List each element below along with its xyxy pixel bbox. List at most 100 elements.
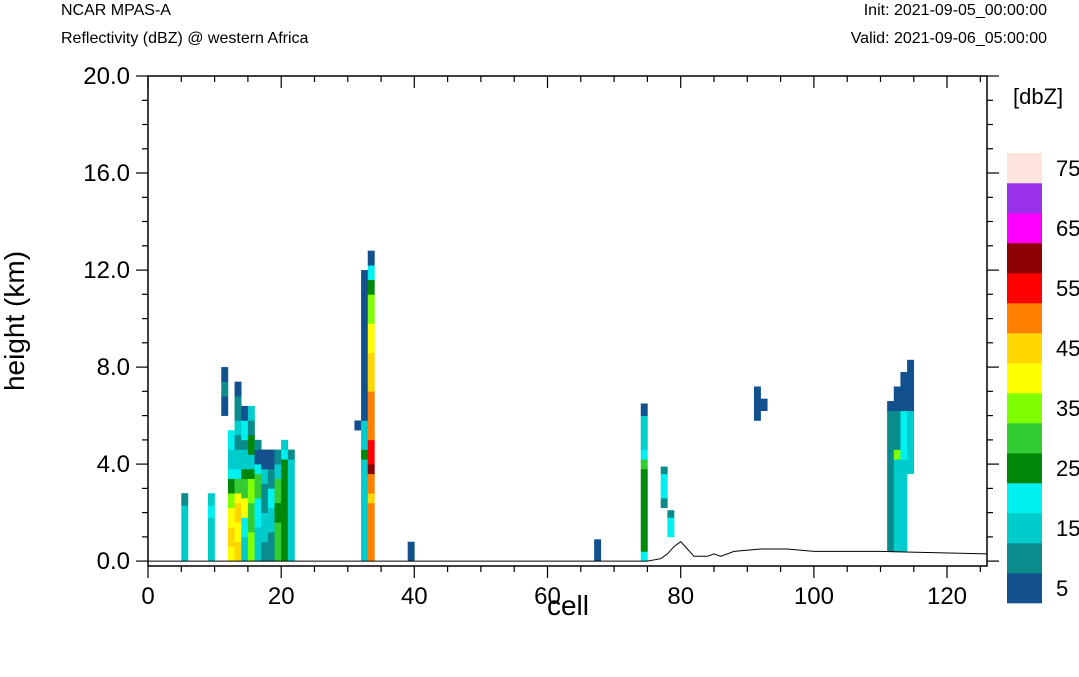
colorbar-swatch <box>1007 573 1042 604</box>
reflectivity-cell <box>367 352 375 392</box>
axis-tick-labels: 0 20 40 60 80 100 120 0.0 4.0 8.0 12.0 16.0 20.0 <box>83 63 967 610</box>
reflectivity-cell <box>367 323 375 353</box>
reflectivity-cell <box>241 468 249 479</box>
reflectivity-cell <box>367 464 375 475</box>
reflectivity-cell <box>247 435 255 455</box>
colorbar-swatch <box>1007 453 1042 484</box>
colorbar-swatch <box>1007 423 1042 454</box>
reflectivity-cell <box>660 498 668 509</box>
reflectivity-cell <box>900 371 908 412</box>
y-tick-label: 12.0 <box>83 257 130 284</box>
reflectivity-cell <box>227 468 235 479</box>
reflectivity-cell <box>261 541 269 562</box>
reflectivity-cell <box>660 466 668 475</box>
model-title: NCAR MPAS-A <box>61 2 171 19</box>
reflectivity-cell <box>234 522 242 543</box>
reflectivity-cell <box>234 420 242 436</box>
reflectivity-cell <box>234 478 242 494</box>
reflectivity-cell <box>234 435 242 450</box>
colorbar-swatch <box>1007 363 1042 394</box>
y-tick-label: 8.0 <box>97 354 130 381</box>
reflectivity-cell <box>887 401 895 412</box>
reflectivity-cell <box>254 464 262 475</box>
colorbar: 5 15 25 35 45 55 65 75 <box>1007 153 1079 604</box>
reflectivity-cell <box>267 468 275 489</box>
reflectivity-cell <box>907 359 915 412</box>
reflectivity-cell <box>241 405 249 421</box>
reflectivity-cell <box>367 493 375 504</box>
reflectivity-cell <box>261 468 269 484</box>
reflectivity-cell <box>261 483 269 513</box>
x-tick-label: 80 <box>667 583 694 610</box>
reflectivity-cell <box>893 386 901 412</box>
reflectivity-cell <box>893 410 901 450</box>
reflectivity-cell <box>361 459 369 562</box>
reflectivity-cell <box>241 536 249 562</box>
reflectivity-cell <box>247 478 255 504</box>
reflectivity-cell <box>361 362 369 421</box>
x-axis-title: cell <box>547 590 589 621</box>
reflectivity-cell <box>760 398 768 412</box>
reflectivity-cell <box>907 410 915 475</box>
reflectivity-cell <box>227 507 235 528</box>
colorbar-swatch <box>1007 483 1042 514</box>
reflectivity-cell <box>227 527 235 547</box>
reflectivity-cell <box>753 386 761 421</box>
reflectivity-cell <box>640 449 648 460</box>
reflectivity-cell <box>640 459 648 470</box>
colorbar-label: 25 <box>1056 456 1079 481</box>
reflectivity-cell <box>367 473 375 494</box>
reflectivity-cell <box>254 473 262 499</box>
reflectivity-cell <box>887 410 895 552</box>
init-time: Init: 2021-09-05_00:00:00 <box>863 2 1047 19</box>
reflectivity-cell <box>234 502 242 523</box>
reflectivity-cell <box>274 464 282 479</box>
reflectivity-cell <box>281 439 289 450</box>
colorbar-unit-label: [dbZ] <box>1013 84 1063 109</box>
reflectivity-cell <box>207 517 215 562</box>
reflectivity-cell <box>207 505 215 518</box>
reflectivity-cell <box>407 541 415 562</box>
x-tick-label: 40 <box>401 583 428 610</box>
y-tick-label: 4.0 <box>97 451 130 478</box>
terrain-line <box>148 541 988 562</box>
reflectivity-cell <box>274 502 282 523</box>
reflectivity-cell <box>227 493 235 509</box>
reflectivity-cell <box>893 459 901 552</box>
reflectivity-cell <box>254 449 262 465</box>
reflectivity-cell <box>247 468 255 479</box>
reflectivity-cell <box>594 539 602 562</box>
reflectivity-cell <box>234 381 242 397</box>
x-tick-label: 120 <box>927 583 967 610</box>
reflectivity-cell <box>667 510 675 518</box>
reflectivity-cell <box>241 517 249 538</box>
reflectivity-cell <box>900 410 908 460</box>
reflectivity-cell <box>247 502 255 533</box>
reflectivity-cell <box>640 551 648 562</box>
reflectivity-cell <box>367 439 375 465</box>
reflectivity-cells <box>181 250 915 562</box>
reflectivity-cell <box>261 449 269 470</box>
colorbar-swatch <box>1007 543 1042 574</box>
y-axis-title: height (km) <box>0 251 30 391</box>
reflectivity-cell <box>221 367 229 382</box>
colorbar-label: 15 <box>1056 516 1079 541</box>
reflectivity-cell <box>640 468 648 552</box>
x-tick-label: 20 <box>268 583 295 610</box>
reflectivity-cell <box>274 478 282 504</box>
reflectivity-cell <box>247 454 255 470</box>
y-tick-label: 16.0 <box>83 160 130 187</box>
colorbar-swatch <box>1007 513 1042 544</box>
colorbar-swatch <box>1007 243 1042 274</box>
colorbar-label: 55 <box>1056 276 1079 301</box>
terrain-layer <box>148 541 988 562</box>
reflectivity-cell <box>267 532 275 562</box>
colorbar-label: 75 <box>1056 156 1079 181</box>
reflectivity-cell <box>893 449 901 460</box>
reflectivity-cell <box>254 527 262 562</box>
reflectivity-cell <box>367 250 375 266</box>
reflectivity-cell <box>287 459 295 562</box>
reflectivity-cell <box>181 505 189 562</box>
colorbar-swatch <box>1007 213 1042 244</box>
